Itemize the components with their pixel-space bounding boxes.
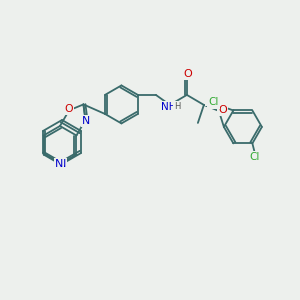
Text: O: O xyxy=(218,105,227,115)
Text: Cl: Cl xyxy=(249,152,260,162)
Text: Cl: Cl xyxy=(208,98,219,107)
Text: O: O xyxy=(65,104,73,114)
Text: NH: NH xyxy=(161,102,177,112)
Text: N: N xyxy=(55,159,63,169)
Text: H: H xyxy=(206,96,212,105)
Text: O: O xyxy=(184,69,192,79)
Text: H: H xyxy=(174,102,180,111)
Text: N: N xyxy=(58,159,66,169)
Text: N: N xyxy=(82,116,91,126)
